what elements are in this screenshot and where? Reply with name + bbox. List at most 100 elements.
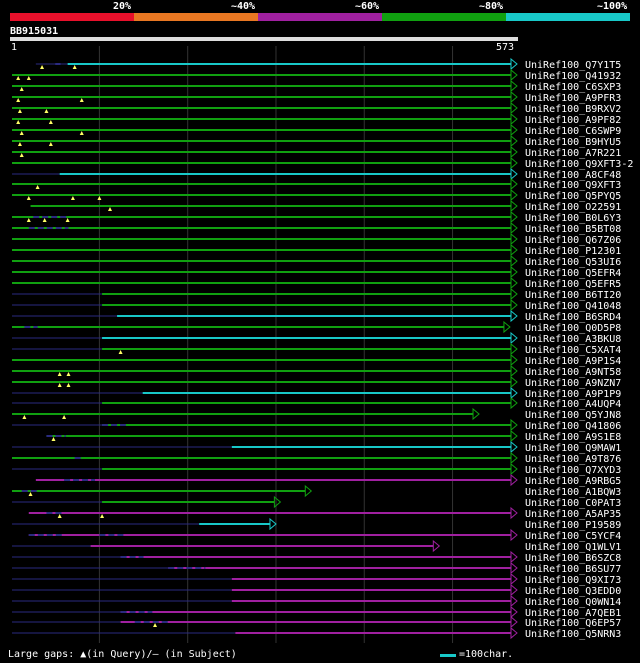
query-gap-marker (44, 109, 49, 113)
hit-label: UniRef100_Q5NRN3 (525, 629, 621, 640)
query-gap-marker (100, 514, 105, 518)
query-gap-marker (51, 437, 56, 441)
query-gap-marker (65, 218, 70, 222)
hit-label: UniRef100_A9PFR3 (525, 93, 621, 104)
hit-label: UniRef100_B6SRD4 (525, 312, 621, 323)
hit-arrow (510, 90, 518, 104)
query-end: 573 (496, 42, 515, 53)
query-gap-marker (57, 514, 62, 518)
query-gap-marker (57, 372, 62, 376)
hit-label: UniRef100_A8CF48 (525, 170, 621, 181)
hit-label: UniRef100_A9RBG5 (525, 476, 621, 487)
hit-label: UniRef100_C0PAT3 (525, 498, 621, 509)
hit-arrow (510, 177, 518, 191)
hit-arrow (510, 429, 518, 443)
hit-arrow (510, 112, 518, 126)
legend-label: ~40% (231, 1, 256, 12)
hit-label: UniRef100_B6SU77 (525, 564, 621, 575)
hit-arrow (510, 473, 518, 487)
query-gap-marker (48, 120, 53, 124)
hit-label: UniRef100_A7R221 (525, 148, 621, 159)
hit-arrow (510, 462, 518, 476)
query-gap-marker (72, 65, 77, 69)
hit-label: UniRef100_Q5PYQ5 (525, 191, 621, 202)
hit-arrow (510, 418, 518, 432)
hit-label: UniRef100_B6TI20 (525, 290, 621, 301)
query-gap-marker (19, 153, 24, 157)
hit-label: UniRef100_A9NT58 (525, 367, 621, 378)
hit-arrow (510, 440, 518, 454)
query-gap-marker (62, 415, 67, 419)
hit-label: UniRef100_A5AP35 (525, 509, 621, 520)
query-gap-marker (17, 109, 22, 113)
hit-label: UniRef100_Q9XFT3-2 (525, 159, 633, 170)
hit-arrow (510, 265, 518, 279)
hit-arrow (510, 221, 518, 235)
query-gap-marker (79, 131, 84, 135)
hit-label: UniRef100_B0L6Y3 (525, 213, 621, 224)
legend-label: ~60% (355, 1, 380, 12)
query-start: 1 (11, 42, 18, 53)
query-gap-marker (26, 76, 31, 80)
hit-arrow (510, 396, 518, 410)
hit-arrow (510, 583, 518, 597)
hit-arrow (269, 517, 277, 531)
query-gap-marker (42, 218, 47, 222)
query-gap-marker (66, 383, 71, 387)
hit-arrow (510, 451, 518, 465)
hit-arrow (510, 309, 518, 323)
hit-label: UniRef100_A9P1P9 (525, 389, 621, 400)
hit-arrow (510, 506, 518, 520)
hit-label: UniRef100_Q9XI73 (525, 575, 621, 586)
query-gap-marker (35, 185, 40, 189)
hit-arrow (510, 101, 518, 115)
query-gap-marker (70, 196, 75, 200)
hit-label: UniRef100_A7QEB1 (525, 608, 621, 619)
scale-bar (440, 654, 456, 657)
hit-label: UniRef100_Q41806 (525, 421, 621, 432)
hit-label: UniRef100_A9PF82 (525, 115, 621, 126)
query-gap-marker (19, 87, 24, 91)
query-gap-marker (40, 65, 45, 69)
hit-label: UniRef100_Q5EFR5 (525, 279, 621, 290)
hit-label: UniRef100_A9NZN7 (525, 378, 621, 389)
query-gap-marker (17, 142, 22, 146)
hit-arrow (510, 79, 518, 93)
hit-label: UniRef100_C5XAT4 (525, 345, 621, 356)
query-bar (10, 37, 518, 41)
query-gap-marker (57, 383, 62, 387)
legend-swatch (258, 13, 382, 21)
hit-arrow (510, 287, 518, 301)
query-gap-marker (48, 142, 53, 146)
hit-arrow (510, 254, 518, 268)
hit-label: UniRef100_Q5YJN8 (525, 410, 621, 421)
hit-label: UniRef100_B5BT08 (525, 224, 621, 235)
query-gap-marker (16, 120, 21, 124)
legend-label: ~100% (597, 1, 628, 12)
hit-arrow (273, 495, 282, 509)
hit-arrow (510, 134, 518, 148)
hit-arrow (432, 539, 441, 553)
hit-label: UniRef100_Q7XYD3 (525, 465, 621, 476)
query-gap-marker (16, 98, 21, 102)
hit-arrow (510, 561, 518, 575)
hit-arrow (304, 484, 313, 498)
query-gap-marker (107, 207, 112, 211)
hit-arrow (510, 145, 518, 159)
hit-label: UniRef100_Q41048 (525, 301, 621, 312)
hit-arrow (510, 210, 518, 224)
query-gap-marker (26, 196, 31, 200)
hit-label: UniRef100_B9RXV2 (525, 104, 621, 115)
hit-label: UniRef100_Q3EDD0 (525, 586, 621, 597)
hit-label: UniRef100_O22591 (525, 202, 621, 213)
hit-label: UniRef100_A9S1E8 (525, 432, 621, 443)
hit-arrow (510, 298, 518, 312)
hit-label: UniRef100_A3BKU8 (525, 334, 621, 345)
hit-label: UniRef100_A9P1S4 (525, 356, 621, 367)
hit-label: UniRef100_B9HYU5 (525, 137, 621, 148)
hit-label: UniRef100_Q0WN14 (525, 597, 621, 608)
hit-arrow (510, 353, 518, 367)
hit-label: UniRef100_Q41932 (525, 71, 621, 82)
hit-arrow (510, 572, 518, 586)
